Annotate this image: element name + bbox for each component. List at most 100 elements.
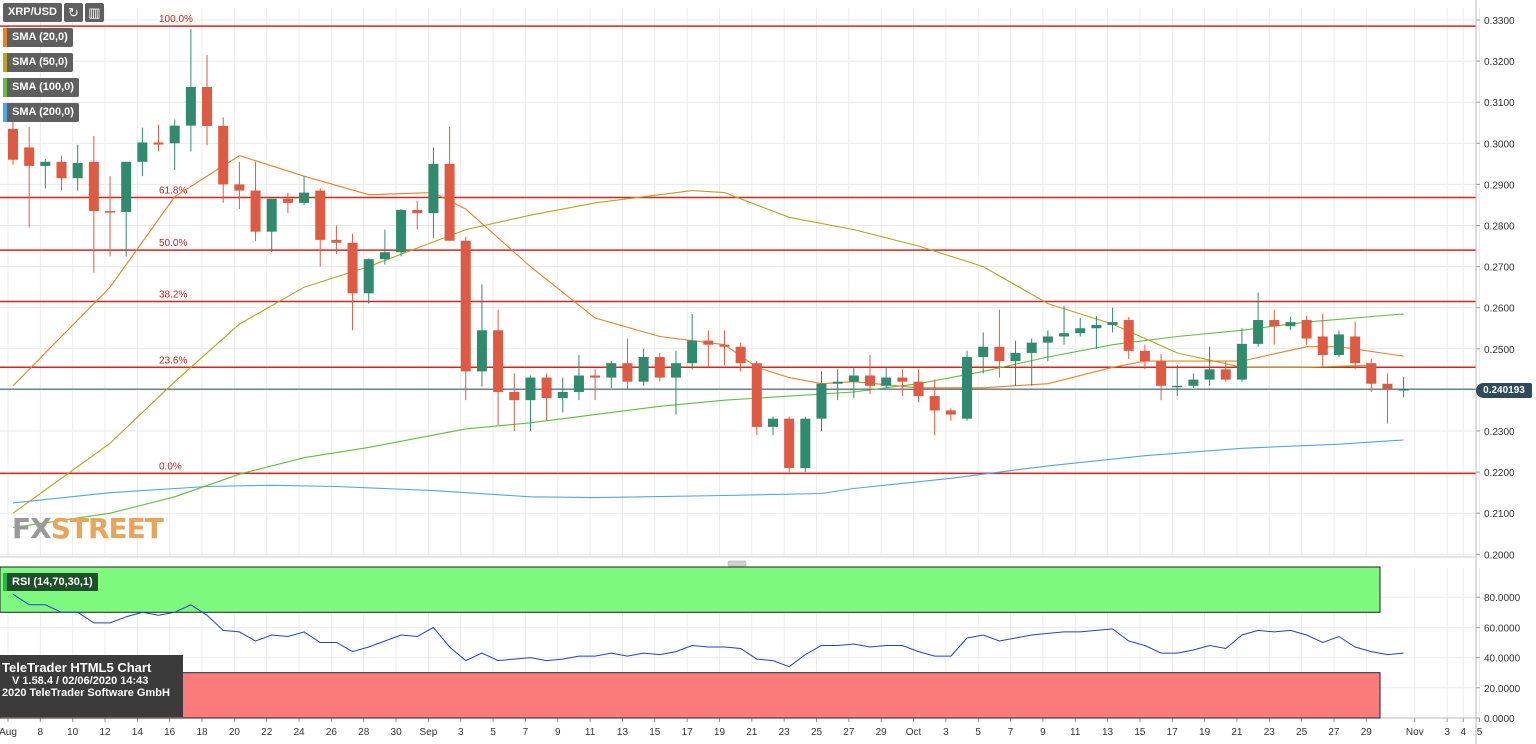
x-tick-label: 5 [975, 727, 981, 738]
candle-body [1010, 352, 1021, 362]
x-tick-label: 19 [714, 727, 726, 738]
sma-50-swatch [3, 53, 7, 72]
candle [476, 284, 487, 387]
candle [1075, 317, 1086, 337]
candle [1398, 376, 1409, 398]
candle-body [1366, 363, 1377, 384]
candle-body [800, 418, 811, 468]
candle [800, 416, 811, 473]
teletrader-branding: TeleTrader HTML5 Chart V 1.58.4 / 02/06/… [0, 655, 183, 717]
candle-body [590, 375, 601, 378]
branding-version: V 1.58.4 / 02/06/2020 14:43 [12, 675, 149, 687]
rsi-tick-label: 40.0000 [1484, 654, 1521, 665]
refresh-icon[interactable]: ↻ [63, 3, 83, 22]
x-tick-label: 25 [811, 727, 823, 738]
candle [622, 338, 633, 390]
candle [1059, 305, 1070, 345]
candle-body [396, 209, 407, 253]
candle-body [493, 330, 504, 392]
candle-body [929, 396, 940, 411]
rsi-tick-label: 20.0000 [1484, 684, 1521, 695]
candle [606, 361, 617, 388]
rsi-legend[interactable]: RSI (14,70,30,1) [3, 573, 98, 591]
candle [703, 330, 714, 368]
x-tick-label: 15 [649, 727, 661, 738]
candle [929, 379, 940, 436]
candle [638, 348, 649, 386]
candle-body [202, 86, 213, 127]
candle [1010, 340, 1021, 386]
legend-sma-20[interactable]: SMA (20,0) [3, 28, 73, 47]
y-tick-label: 0.2200 [1484, 468, 1515, 479]
candle-body [735, 346, 746, 364]
candle-body [1333, 334, 1344, 355]
candle [218, 117, 229, 203]
x-tick-label: 18 [196, 727, 208, 738]
candle [557, 377, 568, 413]
rsi-tick-label: 60.0000 [1484, 623, 1521, 634]
y-tick-label: 0.2900 [1484, 180, 1515, 191]
candle [1350, 322, 1361, 370]
x-tick-label: Sep [420, 727, 438, 738]
x-tick-label: 25 [1296, 727, 1308, 738]
candle-body [444, 163, 455, 241]
candle-body [945, 410, 956, 415]
candle-body [767, 418, 778, 427]
candle-body [1091, 324, 1102, 329]
candle [1382, 373, 1393, 424]
chart-settings-icon[interactable]: ▥ [84, 3, 104, 22]
candle-body [8, 128, 18, 160]
symbol-button[interactable]: XRP/USD [3, 3, 62, 22]
candle-body [832, 381, 843, 384]
current-price-tag: 0.240193 [1476, 383, 1532, 398]
candle-body [687, 340, 698, 364]
candle [1220, 361, 1231, 382]
candle-body [816, 383, 827, 419]
candle-body [1026, 342, 1037, 353]
candle-body [1269, 320, 1280, 327]
candle [509, 373, 520, 431]
x-tick-label: 28 [358, 727, 370, 738]
x-tick-label: 5 [1477, 727, 1483, 738]
candle [962, 350, 973, 421]
candlesticks [8, 29, 1409, 473]
chart-grid [0, 8, 1480, 719]
candle [1042, 330, 1053, 362]
candle-body [784, 418, 795, 468]
legend-sma-100-label: SMA (100,0) [12, 81, 74, 93]
sma-100-line [12, 313, 1404, 529]
rsi-tick-label: 80.0000 [1484, 593, 1521, 604]
candle [1172, 365, 1183, 397]
candle [654, 352, 665, 382]
branding-title: TeleTrader HTML5 Chart [2, 660, 152, 675]
x-tick-label: 24 [293, 727, 305, 738]
y-tick-label: 0.2500 [1484, 345, 1515, 356]
candle-body [670, 363, 681, 378]
candle-body [169, 125, 180, 144]
fib-level-label: 50.0% [159, 238, 187, 249]
sma-20-swatch [3, 28, 7, 47]
rsi-panel [0, 566, 1404, 719]
candle-body [1285, 322, 1296, 327]
fib-level-label: 61.8% [159, 186, 187, 197]
legend-sma-50[interactable]: SMA (50,0) [3, 53, 73, 72]
legend-sma-200[interactable]: SMA (200,0) [3, 103, 79, 122]
x-tick-label: 13 [1102, 727, 1114, 738]
candle-body [428, 163, 439, 214]
candle-body [719, 344, 730, 347]
x-tick-label: 11 [1070, 727, 1081, 738]
rsi-oversold-zone [0, 672, 1381, 719]
sma-200-swatch [3, 103, 7, 122]
candle [444, 126, 455, 241]
candle [234, 161, 245, 210]
candle [832, 369, 843, 401]
candle-body [606, 363, 617, 378]
candle [169, 119, 180, 171]
candle [266, 198, 277, 253]
candle-body [282, 198, 293, 203]
candle [687, 313, 698, 370]
legend-sma-100[interactable]: SMA (100,0) [3, 78, 79, 97]
candle [493, 309, 504, 425]
